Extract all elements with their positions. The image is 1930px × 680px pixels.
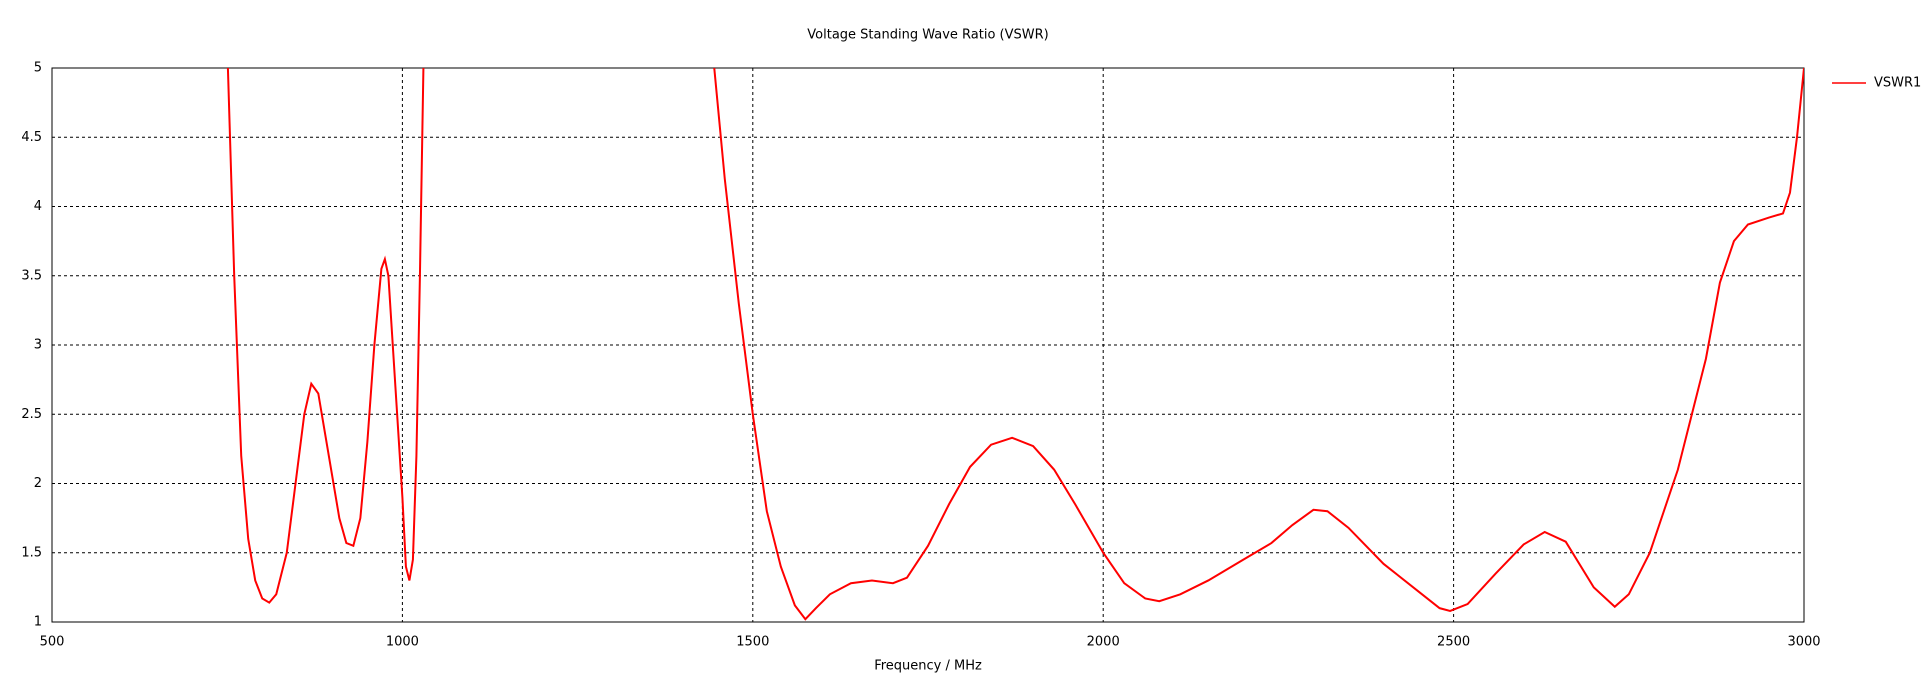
x-tick-label: 2500 (1437, 635, 1470, 650)
chart-title: Voltage Standing Wave Ratio (VSWR) (807, 28, 1048, 43)
legend-label: VSWR1 (1874, 76, 1921, 91)
y-tick-label: 2 (34, 476, 42, 491)
x-tick-label: 1000 (386, 635, 419, 650)
y-tick-label: 1.5 (21, 545, 42, 560)
y-tick-label: 2.5 (21, 407, 42, 422)
x-axis-label: Frequency / MHz (874, 659, 982, 674)
y-tick-label: 3.5 (21, 268, 42, 283)
series-line (226, 68, 1804, 621)
plot-border (51, 67, 1805, 623)
x-tick-label: 500 (40, 635, 65, 650)
y-tick-label: 3 (34, 338, 42, 353)
x-tick-label: 2000 (1087, 635, 1120, 650)
y-tick-label: 5 (34, 61, 42, 76)
x-tick-label: 3000 (1787, 635, 1820, 650)
y-tick-label: 1 (34, 615, 42, 630)
x-tick-label: 1500 (736, 635, 769, 650)
y-tick-label: 4 (34, 199, 42, 214)
y-tick-label: 4.5 (21, 130, 42, 145)
